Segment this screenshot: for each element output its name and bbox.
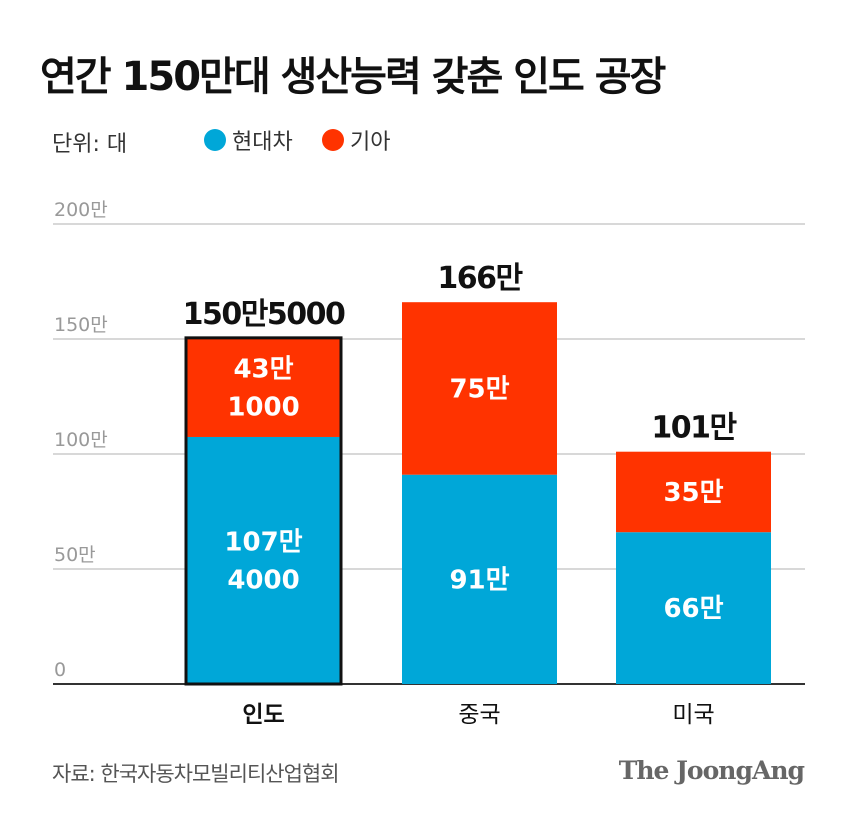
bar-kia xyxy=(186,337,341,437)
bar-value-label: 66만 xyxy=(663,594,723,624)
bar-value-label: 91만 xyxy=(449,565,509,595)
highlight-border xyxy=(184,336,343,686)
legend-label: 기아 xyxy=(350,130,391,155)
bar-value-label: 75만 xyxy=(449,374,509,404)
legend-swatch-kia xyxy=(322,129,344,151)
bar-hyundai xyxy=(186,436,341,684)
bar-hyundai xyxy=(616,532,771,684)
bar-value-label: 43만 1000 xyxy=(227,354,299,422)
x-tick-label: 미국 xyxy=(672,702,714,728)
x-tick-label: 인도 xyxy=(242,702,284,728)
total-label: 101만 xyxy=(651,411,737,446)
y-tick-label: 50만 xyxy=(54,544,96,566)
legend-swatch-hyundai xyxy=(204,129,226,151)
bar-hyundai xyxy=(402,474,557,684)
source-note: 자료: 한국자동차모빌리티산업협회 xyxy=(52,762,340,786)
bar-kia xyxy=(616,451,771,533)
x-tick-label: 중국 xyxy=(458,702,500,728)
total-label: 150만5000 xyxy=(183,297,345,332)
legend-label: 현대차 xyxy=(232,130,293,155)
chart-title: 연간 150만대 생산능력 갖춘 인도 공장 xyxy=(40,54,666,100)
total-label: 166만 xyxy=(437,261,523,296)
y-tick-label: 200만 xyxy=(54,199,108,221)
legend-item-hyundai: 현대차 xyxy=(204,124,293,156)
y-tick-label: 150만 xyxy=(54,314,108,336)
bar-value-label: 107만 4000 xyxy=(224,527,302,595)
y-tick-label: 0 xyxy=(54,659,66,681)
legend-item-kia: 기아 xyxy=(322,124,390,156)
bar-kia xyxy=(402,302,557,475)
bar-value-label: 35만 xyxy=(663,478,723,508)
publisher-logo: The JoongAng xyxy=(618,756,805,785)
unit-label: 단위: 대 xyxy=(52,132,128,157)
y-tick-label: 100만 xyxy=(54,429,108,451)
